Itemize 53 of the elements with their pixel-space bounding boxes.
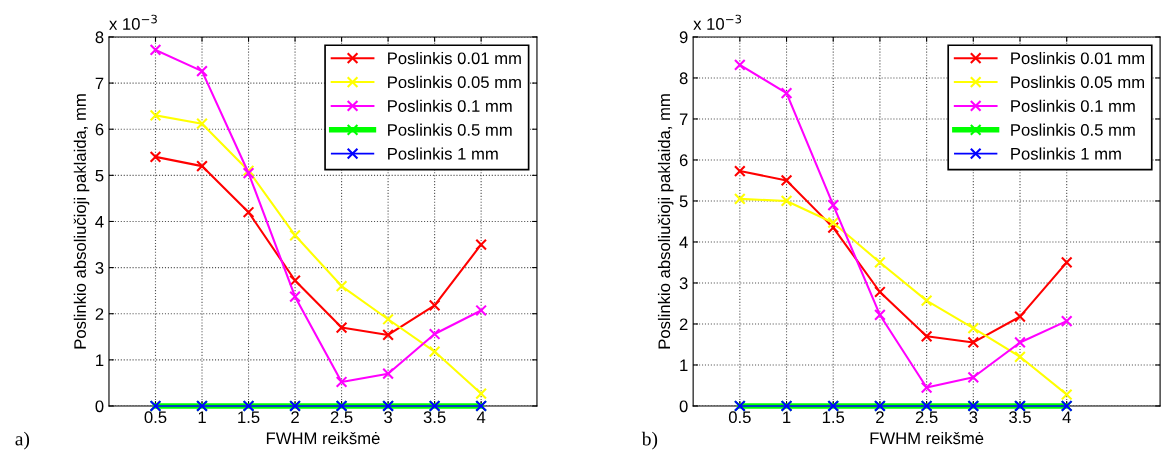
y-tick-label: 3 [95,262,104,274]
legend-label: Poslinkis 0.05 mm [388,75,521,89]
text: b) [641,431,658,450]
x-tick-label: 0.5 [728,411,751,424]
x-tick-label: 3 [384,411,392,424]
y-tick-label: 0 [679,400,688,413]
legend-label: Poslinkis 0.01 mm [388,51,521,65]
y-tick-label: 7 [95,77,104,90]
x-tick-label: 4 [1062,411,1071,423]
legend-label: Poslinkis 1 mm [388,147,498,160]
x-tick-label: 3.5 [1009,411,1031,424]
y-tick-label: 4 [95,216,104,228]
text: a) [15,431,30,450]
legend-label: Poslinkis 0.5 mm [388,123,512,136]
x-tick-label: 2.5 [915,411,938,424]
x-tick-label: 1.5 [238,411,260,424]
y-tick-label: 9 [679,31,688,44]
text: x 10$^{−3}$ [109,14,157,30]
x-tick-label: 1 [198,411,206,423]
x-tick-label: 4 [476,411,486,423]
y-axis-title: Poslinkio absoliučioji paklaida, mm [657,94,674,349]
legend-label: Poslinkis 0.5 mm [1011,123,1135,136]
y-tick-label: 0 [95,400,104,413]
x-tick-label: 3.5 [423,411,446,424]
y-tick-label: 5 [679,195,688,208]
x-axis-title: FWHM reikšmė [870,431,984,445]
x-tick-label: 2 [876,411,884,423]
y-tick-label: 6 [95,123,104,136]
y-tick-label: 3 [679,277,688,290]
y-tick-label: 8 [679,72,688,85]
x-tick-label: 1 [783,411,791,423]
x-axis-title: FWHM reikšmė [266,431,380,445]
y-tick-label: 7 [679,113,688,125]
y-tick-label: 2 [679,318,688,331]
x-tick-label: 3 [969,411,978,424]
x-tick-label: 2.5 [330,411,353,424]
x-tick-label: 0.5 [144,411,167,424]
y-tick-label: 5 [95,169,104,182]
y-tick-label: 1 [680,359,688,372]
text: x 10$^{−3}$ [693,14,742,30]
y-tick-label: 1 [96,354,104,366]
legend-label: Poslinkis 0.1 mm [1011,99,1135,112]
y-tick-label: 6 [679,154,688,167]
y-tick-label: 2 [95,308,104,320]
legend-label: Poslinkis 1 mm [1011,147,1121,160]
legend-label: Poslinkis 0.1 mm [388,99,512,112]
y-axis-title: Poslinkio absoliučioji paklaida, mm [73,94,90,349]
y-tick-label: 8 [95,31,104,44]
y-tick-label: 4 [679,236,688,249]
legend-label: Poslinkis 0.01 mm [1011,51,1144,65]
x-tick-label: 2 [291,411,299,423]
legend-label: Poslinkis 0.05 mm [1011,75,1144,89]
x-tick-label: 1.5 [822,411,845,424]
